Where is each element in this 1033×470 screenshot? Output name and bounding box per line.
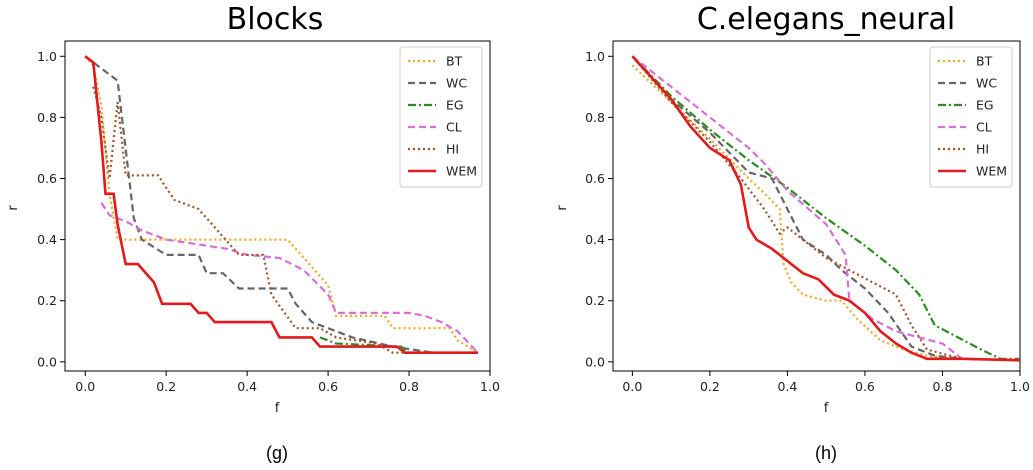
x-axis: 0.0 0.2 0.4 0.6 0.8 1.0 bbox=[75, 371, 500, 394]
y-axis: 0.0 0.2 0.4 0.6 0.8 1.0 bbox=[585, 49, 613, 369]
x-tick-label: 1.0 bbox=[1010, 379, 1030, 394]
chart-caption: (h) bbox=[815, 443, 837, 463]
plot-area bbox=[612, 40, 1021, 372]
legend-label: HI bbox=[446, 142, 459, 157]
series-lines bbox=[631, 55, 1021, 362]
series-line-cl bbox=[100, 202, 479, 354]
y-axis-label: r bbox=[555, 205, 570, 211]
x-tick-label: 0.2 bbox=[156, 379, 176, 394]
series-line-hi bbox=[92, 86, 478, 354]
y-tick-label: 0.2 bbox=[585, 293, 605, 308]
series-line-wem bbox=[84, 55, 478, 355]
legend-label: WC bbox=[446, 76, 467, 91]
y-tick-label: 0.8 bbox=[37, 110, 57, 125]
series-line-bt bbox=[84, 55, 479, 354]
x-tick-label: 0.6 bbox=[855, 379, 875, 394]
x-axis-label: f bbox=[275, 401, 280, 416]
y-tick-label: 0.4 bbox=[37, 232, 57, 247]
legend-label: BT bbox=[976, 54, 993, 69]
series-line-wc bbox=[84, 55, 478, 354]
legend-label: WC bbox=[976, 76, 997, 91]
y-axis-label: r bbox=[6, 205, 21, 211]
legend-label: CL bbox=[446, 120, 462, 135]
chart-celegans-neural: C.elegans_neural 0.00.20.40.60.81.0 0.0 0… bbox=[555, 2, 1030, 463]
legend-label: EG bbox=[976, 98, 994, 113]
series-line-wc bbox=[631, 55, 963, 360]
y-tick-label: 0.0 bbox=[585, 354, 605, 369]
series-line-cl bbox=[631, 55, 963, 360]
legend-label: WEM bbox=[446, 164, 477, 179]
y-tick-label: 0.2 bbox=[37, 293, 57, 308]
y-tick-label: 1.0 bbox=[37, 49, 57, 64]
x-tick-label: 0.0 bbox=[622, 379, 642, 394]
y-tick-label: 1.0 bbox=[585, 49, 605, 64]
legend: BT WC EG CL HI WEM bbox=[399, 46, 483, 188]
legend-label: CL bbox=[976, 120, 992, 135]
x-tick-label: 0.6 bbox=[318, 379, 338, 394]
chart-title: Blocks bbox=[227, 2, 324, 37]
y-tick-label: 0.6 bbox=[37, 171, 57, 186]
series-line-eg bbox=[631, 55, 1020, 360]
x-axis-label: f bbox=[824, 401, 829, 416]
x-tick-label: 0.0 bbox=[75, 379, 95, 394]
x-tick-label: 0.8 bbox=[933, 379, 953, 394]
series-line-bt bbox=[631, 64, 962, 360]
series-line-wem bbox=[631, 55, 1021, 362]
legend-label: EG bbox=[446, 98, 464, 113]
x-tick-label: 0.8 bbox=[399, 379, 419, 394]
x-tick-label: 0.4 bbox=[237, 379, 257, 394]
x-tick-label: 0.2 bbox=[700, 379, 720, 394]
chart-title: C.elegans_neural bbox=[697, 2, 955, 37]
y-tick-label: 0.4 bbox=[585, 232, 605, 247]
legend-label: BT bbox=[446, 54, 463, 69]
x-tick-label: 1.0 bbox=[480, 379, 500, 394]
x-axis: 0.0 0.2 0.4 0.6 0.8 1.0 bbox=[622, 371, 1030, 394]
series-line-hi bbox=[631, 55, 963, 360]
y-tick-label: 0.8 bbox=[585, 110, 605, 125]
chart-caption: (g) bbox=[266, 443, 288, 463]
plot-area bbox=[64, 40, 491, 372]
legend: BT WC EG CL HI WEM bbox=[929, 46, 1013, 188]
y-tick-label: 0.0 bbox=[37, 354, 57, 369]
legend-label: WEM bbox=[976, 164, 1007, 179]
legend-label: HI bbox=[976, 142, 989, 157]
series-lines bbox=[84, 55, 479, 355]
x-tick-label: 0.4 bbox=[777, 379, 797, 394]
y-tick-label: 0.6 bbox=[585, 171, 605, 186]
series-line-eg bbox=[319, 336, 478, 354]
chart-blocks: Blocks 0.00.20.40.60.81.0 0.0 0.2 0.4 0.6 0.… bbox=[6, 2, 500, 463]
y-axis: 0.0 0.2 0.4 0.6 0.8 1.0 bbox=[37, 49, 65, 369]
